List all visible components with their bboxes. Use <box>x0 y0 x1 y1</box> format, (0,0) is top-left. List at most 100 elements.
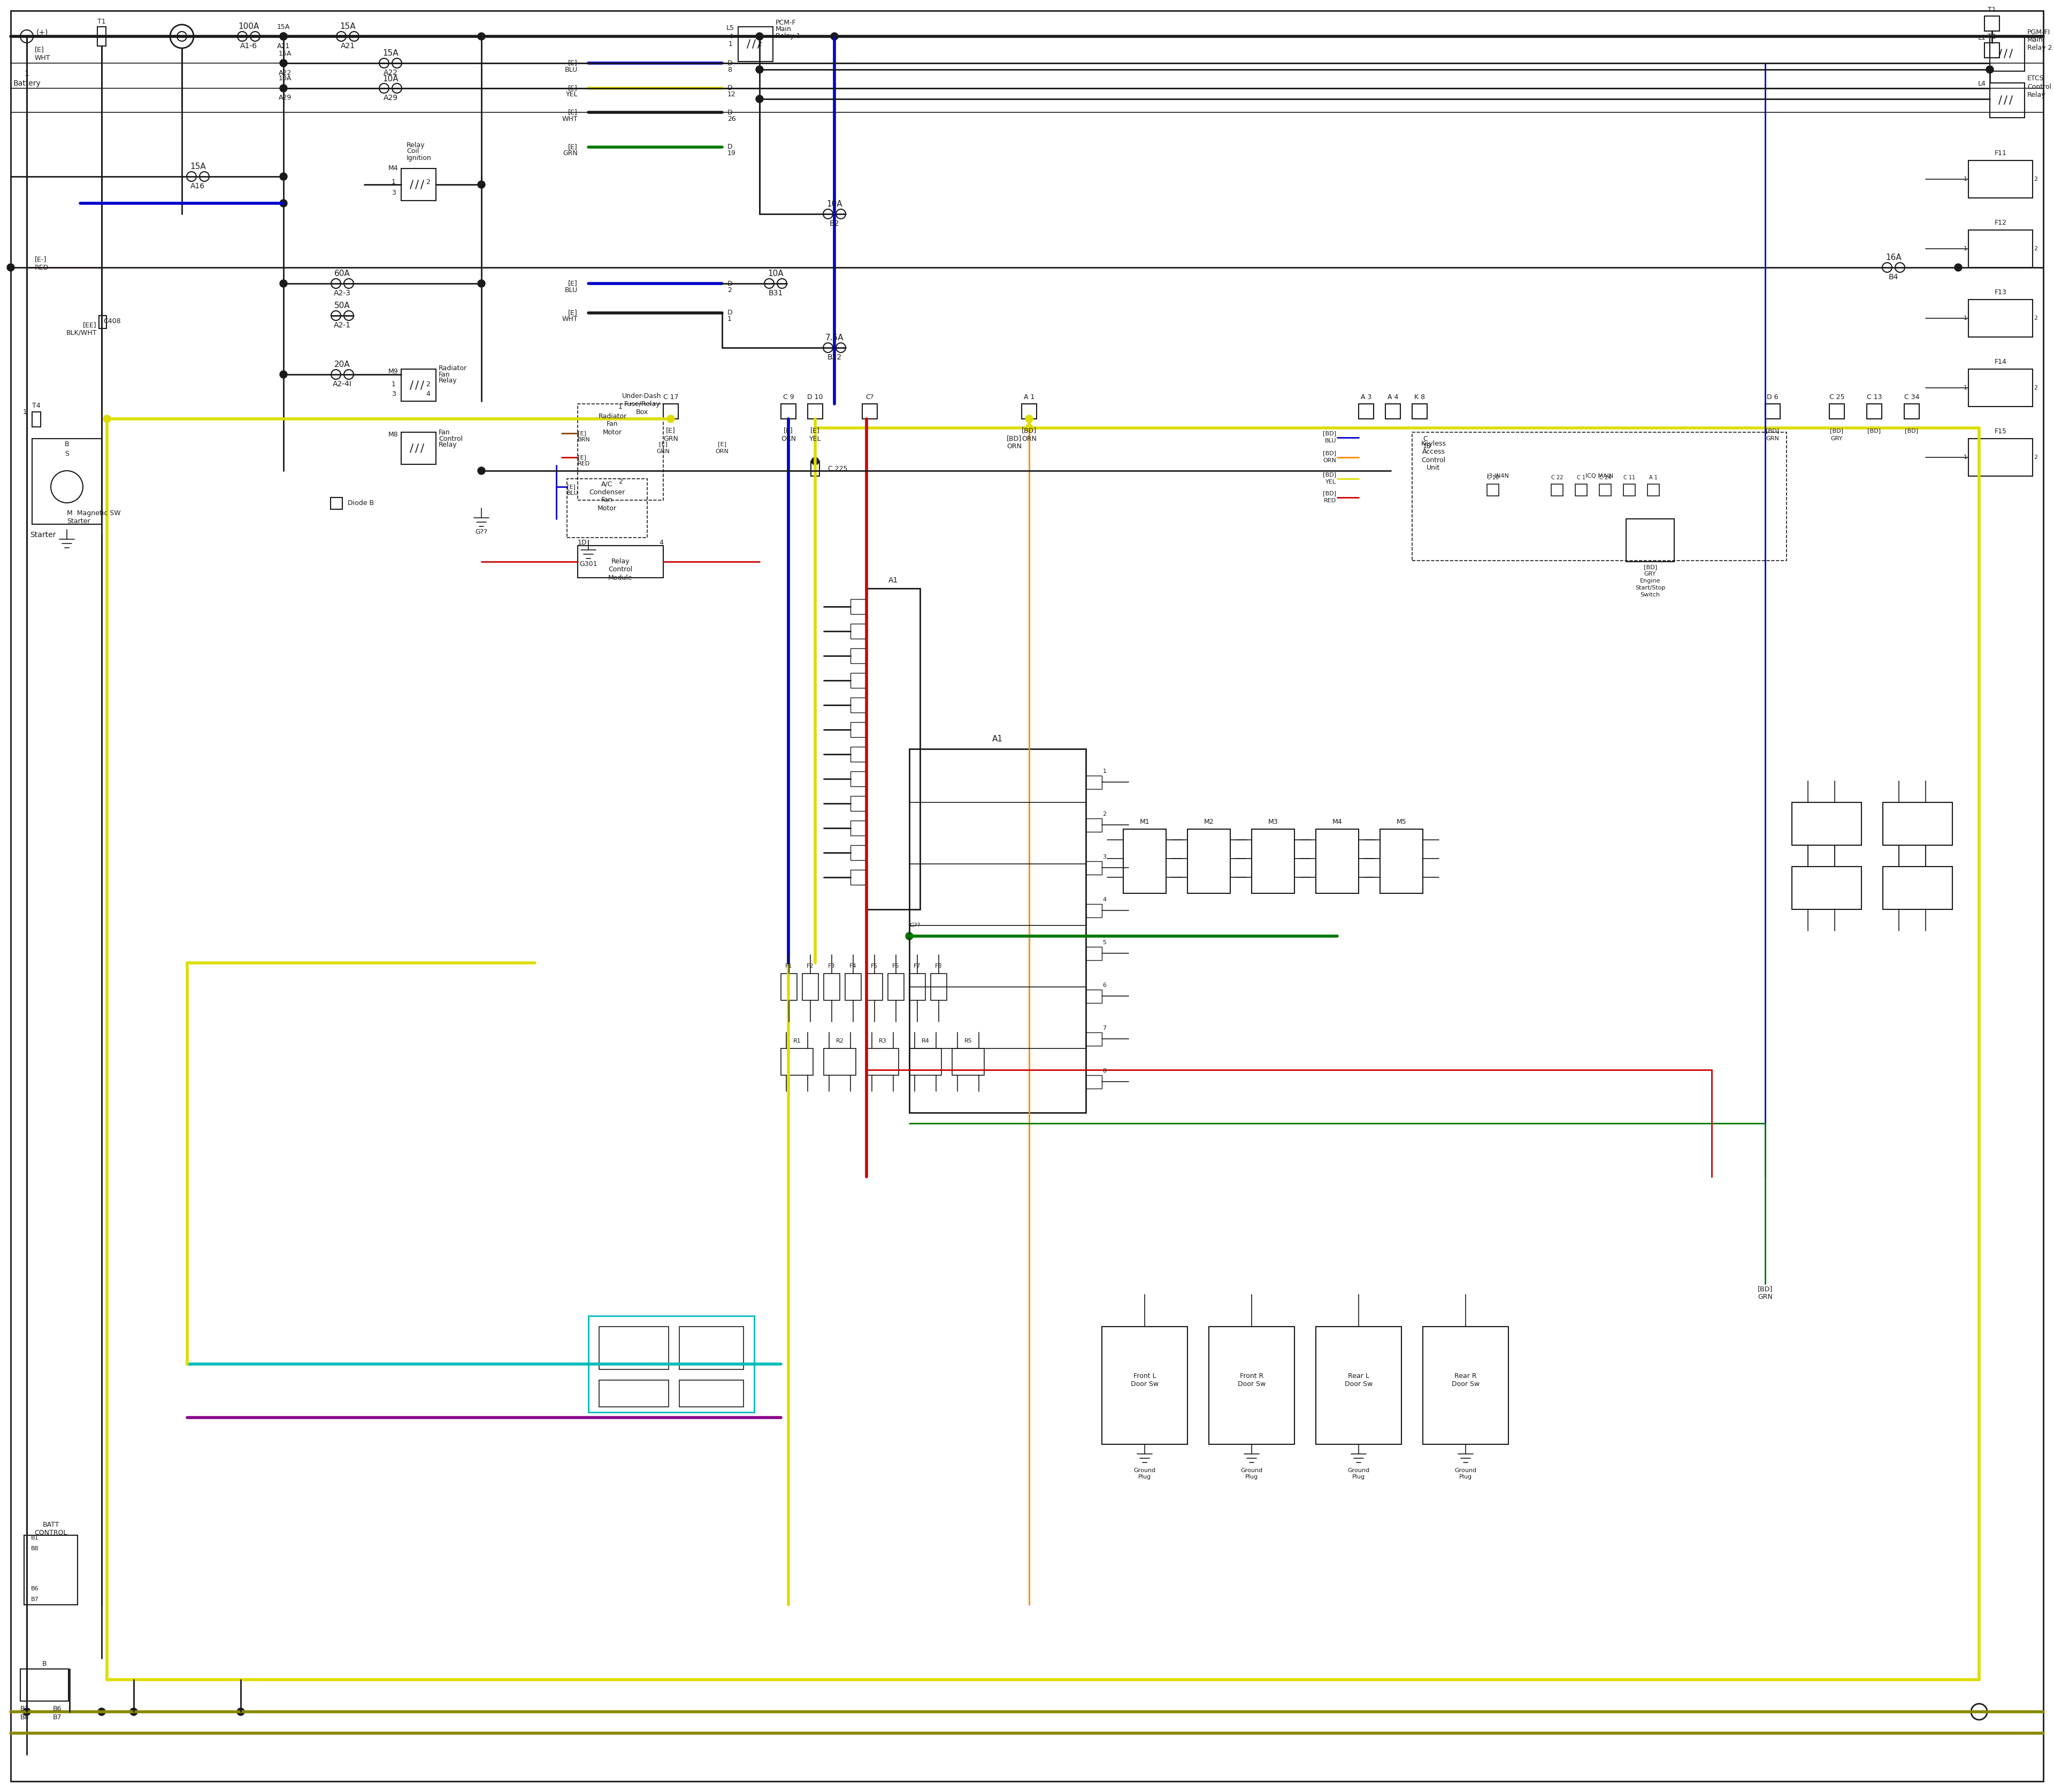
Text: F3: F3 <box>828 964 836 969</box>
Text: ORN: ORN <box>1006 443 1021 450</box>
Text: 4: 4 <box>1103 898 1107 903</box>
Circle shape <box>343 280 353 289</box>
Text: [BD]: [BD] <box>1643 564 1658 570</box>
Text: C 9: C 9 <box>783 394 795 401</box>
Circle shape <box>668 416 674 423</box>
Bar <box>930 973 947 1000</box>
Text: D: D <box>727 143 733 151</box>
Circle shape <box>129 1708 138 1715</box>
Text: [BD]: [BD] <box>1323 450 1337 455</box>
Text: 19: 19 <box>727 151 735 158</box>
Text: A1-6: A1-6 <box>240 43 257 50</box>
Text: B6: B6 <box>53 1706 62 1713</box>
Text: T4: T4 <box>33 401 41 409</box>
Text: 15A: 15A <box>279 50 292 57</box>
Text: B7: B7 <box>31 1597 39 1602</box>
Bar <box>1384 403 1401 419</box>
Text: Unit: Unit <box>1428 464 1440 471</box>
Bar <box>850 599 867 615</box>
Bar <box>803 973 817 1000</box>
Bar <box>850 869 867 885</box>
Bar <box>824 1048 857 1075</box>
Text: BRN: BRN <box>577 437 589 443</box>
Text: WHT: WHT <box>35 54 51 61</box>
Bar <box>953 1048 984 1075</box>
Bar <box>1990 82 2025 118</box>
Circle shape <box>1896 263 1904 272</box>
Text: T1: T1 <box>97 18 107 25</box>
Text: [BD]: [BD] <box>1830 428 1844 434</box>
Bar <box>1884 803 1953 846</box>
Text: R5: R5 <box>963 1038 972 1043</box>
Bar <box>25 1536 78 1606</box>
Bar <box>863 403 877 419</box>
Text: 10A: 10A <box>279 75 292 82</box>
Text: L5: L5 <box>727 25 733 30</box>
Bar <box>850 674 867 688</box>
Text: Rear R
Door Sw: Rear R Door Sw <box>1452 1373 1479 1387</box>
Circle shape <box>392 59 403 68</box>
Bar <box>97 27 107 47</box>
Text: 3: 3 <box>392 391 396 398</box>
Text: BLU: BLU <box>565 287 577 294</box>
Text: ORN: ORN <box>781 435 797 443</box>
Bar <box>850 796 867 812</box>
Text: RED: RED <box>1323 498 1337 504</box>
Bar <box>850 722 867 737</box>
Text: A21: A21 <box>341 43 355 50</box>
Text: Ignition: Ignition <box>407 154 431 161</box>
Text: C 25: C 25 <box>1830 394 1844 401</box>
Text: A1: A1 <box>992 735 1002 744</box>
Text: C 17: C 17 <box>663 394 678 401</box>
Circle shape <box>756 95 764 102</box>
Bar <box>1087 903 1101 918</box>
Circle shape <box>99 1708 105 1715</box>
Text: Relay: Relay <box>612 557 631 564</box>
Bar <box>1990 36 2025 72</box>
Bar <box>1087 989 1101 1004</box>
Circle shape <box>279 32 288 39</box>
Text: 1: 1 <box>1964 246 1968 251</box>
Text: 7: 7 <box>1103 1025 1107 1030</box>
Text: [BD]: [BD] <box>1867 428 1881 434</box>
Text: 5: 5 <box>1103 939 1107 944</box>
Text: 2: 2 <box>2033 315 2038 321</box>
Text: A 1: A 1 <box>1023 394 1035 401</box>
Text: Condenser: Condenser <box>589 489 624 496</box>
Text: B7: B7 <box>53 1713 62 1720</box>
Bar <box>1021 403 1037 419</box>
Text: Fan: Fan <box>606 421 618 428</box>
Bar <box>1413 432 1787 561</box>
Text: ICQ MAIN: ICQ MAIN <box>1586 473 1612 478</box>
Text: A 3: A 3 <box>1360 394 1372 401</box>
Text: Ground
Plug: Ground Plug <box>1347 1468 1370 1480</box>
Text: Relay: Relay <box>2027 91 2046 99</box>
Bar <box>401 168 435 201</box>
Text: S: S <box>66 450 70 457</box>
Text: 2: 2 <box>425 179 429 185</box>
Text: [E]: [E] <box>811 426 820 434</box>
Text: GRY: GRY <box>1643 572 1656 577</box>
Text: [BD]: [BD] <box>1323 491 1337 496</box>
Bar <box>850 846 867 860</box>
Text: M3: M3 <box>1267 819 1278 824</box>
Circle shape <box>824 210 832 219</box>
Circle shape <box>906 932 914 939</box>
Text: Module: Module <box>608 573 633 581</box>
Text: 2: 2 <box>425 380 429 387</box>
Bar <box>577 545 663 577</box>
Bar <box>1358 403 1374 419</box>
Bar <box>867 1048 900 1075</box>
Text: [E]: [E] <box>569 84 577 91</box>
Text: 100A: 100A <box>238 23 259 30</box>
Text: 60A: 60A <box>335 271 351 278</box>
Text: 1: 1 <box>1964 385 1968 391</box>
Text: B8: B8 <box>31 1546 39 1552</box>
Text: Control: Control <box>2027 82 2052 90</box>
Text: M5: M5 <box>1397 819 1407 824</box>
Bar <box>331 498 343 509</box>
Text: B: B <box>64 441 70 448</box>
Text: 3: 3 <box>392 190 396 195</box>
Circle shape <box>836 342 846 353</box>
Bar <box>587 1315 754 1412</box>
